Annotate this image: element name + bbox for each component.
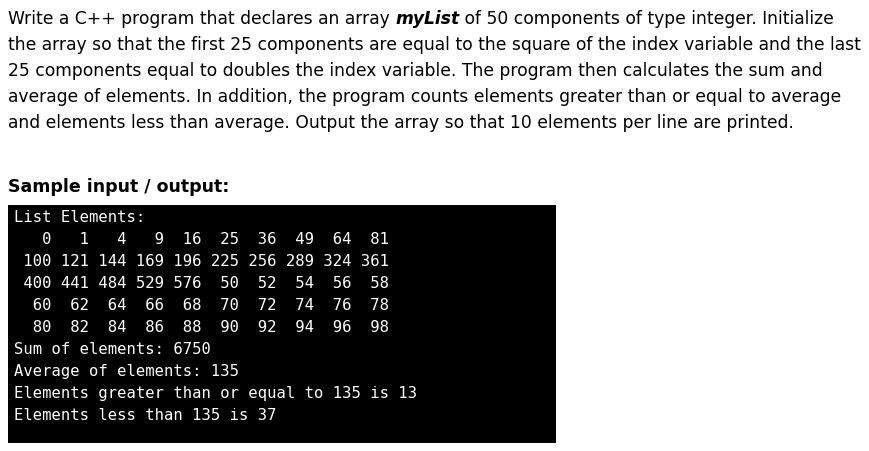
Text: List Elements:: List Elements: [14, 210, 145, 225]
Bar [8, 205, 555, 443]
Text: the array so that the first 25 components are equal to the square of the index v: the array so that the first 25 component… [8, 36, 860, 54]
Text: of 50 components of type integer. Initialize: of 50 components of type integer. Initia… [459, 10, 833, 28]
Text: 80  82  84  86  88  90  92  94  96  98: 80 82 84 86 88 90 92 94 96 98 [14, 320, 388, 335]
Text: 25 components equal to doubles the index variable. The program then calculates t: 25 components equal to doubles the index… [8, 62, 822, 80]
Text: 60  62  64  66  68  70  72  74  76  78: 60 62 64 66 68 70 72 74 76 78 [14, 298, 388, 313]
Text: Sample input / output:: Sample input / output: [8, 178, 229, 196]
Text: and elements less than average. Output the array so that 10 elements per line ar: and elements less than average. Output t… [8, 114, 793, 132]
Text: 100 121 144 169 196 225 256 289 324 361: 100 121 144 169 196 225 256 289 324 361 [14, 254, 388, 269]
Text: Elements greater than or equal to 135 is 13: Elements greater than or equal to 135 is… [14, 386, 416, 401]
Text: 0   1   4   9  16  25  36  49  64  81: 0 1 4 9 16 25 36 49 64 81 [14, 232, 388, 247]
Text: average of elements. In addition, the program counts elements greater than or eq: average of elements. In addition, the pr… [8, 88, 840, 106]
Text: Elements less than 135 is 37: Elements less than 135 is 37 [14, 408, 276, 423]
Text: Average of elements: 135: Average of elements: 135 [14, 364, 239, 379]
Text: Sum of elements: 6750: Sum of elements: 6750 [14, 342, 210, 357]
Text: myList: myList [395, 10, 459, 28]
Text: 400 441 484 529 576  50  52  54  56  58: 400 441 484 529 576 50 52 54 56 58 [14, 276, 388, 291]
Text: Write a C++ program that declares an array: Write a C++ program that declares an arr… [8, 10, 395, 28]
